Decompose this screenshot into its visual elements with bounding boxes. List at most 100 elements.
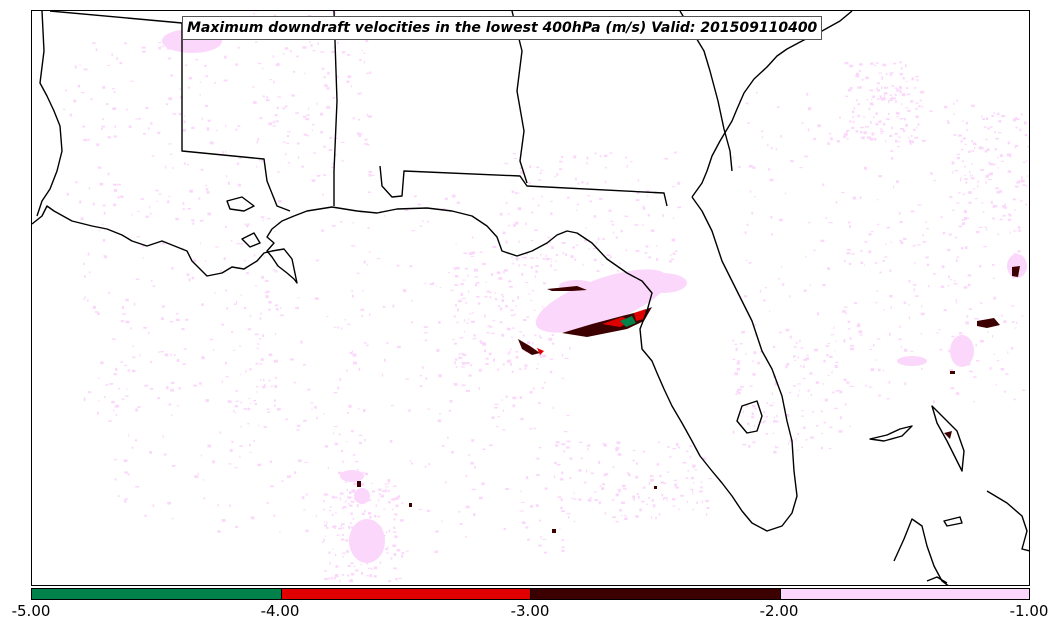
downdraft-speckle	[948, 275, 950, 279]
downdraft-speckle	[956, 156, 960, 160]
downdraft-speckle	[227, 181, 230, 185]
downdraft-speckle	[853, 107, 856, 110]
downdraft-speckle	[347, 503, 350, 505]
downdraft-speckle	[812, 410, 814, 413]
downdraft-speckle	[305, 529, 309, 533]
downdraft-speckle	[191, 219, 195, 222]
downdraft-speckle	[229, 449, 233, 452]
downdraft-speckle	[368, 499, 371, 502]
downdraft-speckle	[356, 272, 360, 274]
downdraft-speckle	[602, 442, 605, 444]
downdraft-speckle	[119, 62, 123, 65]
downdraft-speckle	[835, 340, 837, 342]
downdraft-speckle	[808, 222, 811, 224]
downdraft-speckle	[365, 40, 369, 43]
downdraft-speckle	[771, 233, 773, 236]
downdraft-speckle	[381, 373, 384, 377]
downdraft-speckle	[126, 388, 128, 390]
downdraft-speckle	[137, 210, 140, 212]
downdraft-speckle	[702, 458, 707, 460]
downdraft-speckle	[350, 578, 352, 581]
downdraft-speckle	[296, 142, 300, 145]
downdraft-speckle	[761, 136, 764, 139]
downdraft-speckle	[224, 55, 227, 59]
downdraft-speckle	[835, 390, 840, 392]
downdraft-speckle	[883, 309, 885, 311]
downdraft-speckle	[947, 122, 950, 124]
downdraft-speckle	[903, 237, 907, 240]
downdraft-speckle	[630, 161, 633, 163]
downdraft-speckle	[632, 459, 635, 462]
downdraft-speckle	[967, 363, 971, 366]
downdraft-speckle	[502, 409, 505, 412]
downdraft-speckle	[1014, 145, 1019, 147]
downdraft-speckle	[909, 142, 912, 145]
downdraft-speckle	[954, 236, 958, 239]
downdraft-speckle	[484, 295, 488, 298]
downdraft-speckle	[321, 67, 325, 70]
downdraft-speckle	[246, 224, 249, 228]
downdraft-speckle	[464, 330, 466, 333]
downdraft-speckle	[846, 131, 848, 134]
downdraft-speckle	[664, 157, 668, 160]
downdraft-speckle	[368, 567, 372, 569]
downdraft-speckle	[984, 226, 987, 229]
downdraft-speckle	[899, 325, 901, 329]
downdraft-speckle	[752, 166, 756, 169]
downdraft-speckle	[391, 405, 394, 407]
downdraft-speckle	[701, 500, 703, 503]
downdraft-speckle	[847, 88, 852, 92]
downdraft-speckle	[455, 304, 457, 307]
downdraft-speckle	[367, 115, 371, 118]
downdraft-speckle	[822, 183, 825, 187]
downdraft-speckle	[573, 155, 577, 159]
downdraft-speckle	[358, 118, 361, 121]
downdraft-speckle	[333, 576, 336, 580]
downdraft-speckle	[814, 348, 818, 352]
downdraft-speckle	[857, 86, 862, 89]
downdraft-speckle	[737, 388, 742, 391]
downdraft-speckle	[482, 262, 486, 265]
downdraft-speckle	[866, 136, 871, 139]
downdraft-speckle	[896, 180, 899, 183]
downdraft-speckle	[843, 306, 848, 308]
downdraft-speckle	[113, 135, 117, 138]
downdraft-speckle	[273, 268, 276, 272]
downdraft-speckle	[284, 105, 288, 108]
downdraft-speckle	[539, 334, 541, 338]
downdraft-speckle	[786, 362, 790, 366]
downdraft-speckle	[816, 425, 819, 427]
downdraft-speckle	[485, 281, 487, 283]
downdraft-speckle	[897, 146, 900, 148]
downdraft-speckle	[807, 389, 810, 392]
downdraft-speckle	[904, 382, 907, 386]
downdraft-speckle	[642, 205, 645, 209]
downdraft-speckle	[499, 212, 503, 216]
downdraft-speckle	[306, 135, 310, 137]
downdraft-speckle	[895, 100, 897, 103]
downdraft-speckle	[997, 112, 1000, 116]
downdraft-speckle	[115, 414, 118, 416]
downdraft-speckle	[841, 191, 845, 194]
downdraft-speckle	[861, 136, 865, 139]
downdraft-speckle	[392, 485, 397, 487]
downdraft-speckle	[485, 363, 489, 365]
downdraft-speckle	[990, 126, 993, 128]
downdraft-speckle	[340, 525, 343, 527]
downdraft-speckle	[555, 444, 559, 447]
downdraft-speckle	[982, 118, 985, 120]
downdraft-speckle	[449, 399, 453, 403]
downdraft-speckle	[331, 225, 336, 227]
downdraft-speckle	[927, 285, 930, 288]
downdraft-speckle	[366, 113, 368, 117]
downdraft-speckle	[810, 393, 813, 396]
downdraft-speckle	[829, 426, 833, 429]
downdraft-speckle	[130, 327, 132, 330]
downdraft-speckle	[647, 213, 650, 217]
downdraft-speckle	[346, 80, 350, 83]
downdraft-speckle	[273, 80, 275, 84]
downdraft-speckle	[155, 189, 159, 192]
downdraft-speckle	[418, 508, 423, 510]
downdraft-speckle	[331, 166, 335, 169]
downdraft-speckle	[468, 318, 470, 320]
